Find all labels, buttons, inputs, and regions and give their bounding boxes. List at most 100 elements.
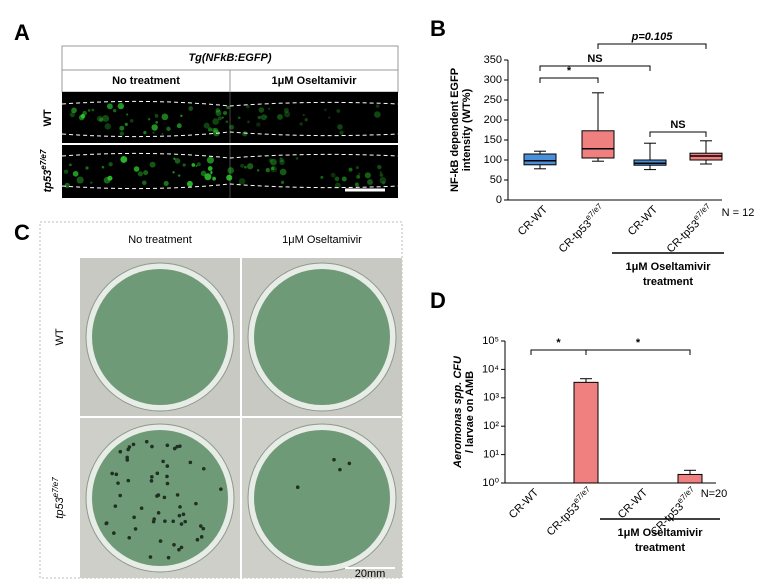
blob bbox=[323, 108, 327, 112]
colony bbox=[165, 464, 170, 468]
blob bbox=[72, 170, 79, 177]
colony bbox=[126, 478, 131, 483]
colony bbox=[219, 487, 223, 491]
blob bbox=[90, 181, 93, 184]
blob bbox=[69, 112, 75, 118]
bracket bbox=[597, 43, 707, 49]
colony bbox=[201, 466, 206, 471]
colony bbox=[110, 471, 114, 476]
blob bbox=[256, 169, 260, 172]
blob bbox=[256, 122, 261, 127]
blob bbox=[226, 174, 233, 181]
blob bbox=[129, 118, 134, 123]
colony bbox=[172, 446, 177, 451]
blob bbox=[119, 131, 125, 136]
blob bbox=[302, 113, 305, 117]
outline bbox=[61, 100, 399, 190]
row-label-sup: e7/e7 bbox=[39, 149, 48, 170]
blob bbox=[279, 157, 282, 160]
colony bbox=[158, 539, 163, 543]
colony bbox=[183, 519, 188, 524]
x-tick-label-base: CR-tp53 bbox=[545, 501, 582, 538]
blob bbox=[87, 109, 91, 112]
colony bbox=[201, 526, 206, 531]
row-label: tp53e7/e7 bbox=[39, 149, 54, 192]
blob bbox=[367, 179, 373, 186]
column-label: No treatment bbox=[112, 75, 180, 87]
blob bbox=[117, 102, 125, 110]
annotation: * bbox=[636, 337, 641, 349]
colony bbox=[144, 439, 149, 444]
colony bbox=[150, 444, 154, 449]
colony bbox=[163, 519, 167, 523]
colony bbox=[148, 555, 153, 559]
colony bbox=[172, 542, 176, 547]
x-tick-label-base: CR-tp53 bbox=[557, 218, 594, 255]
blob bbox=[191, 163, 196, 167]
blob bbox=[379, 171, 382, 174]
colony bbox=[156, 511, 161, 515]
blob bbox=[295, 157, 299, 160]
colony bbox=[179, 522, 184, 526]
annotation: NS bbox=[587, 53, 602, 65]
blob bbox=[336, 109, 341, 113]
colony bbox=[125, 455, 129, 460]
colony bbox=[194, 501, 198, 506]
y-tick-label: 10¹ bbox=[483, 449, 499, 461]
blob bbox=[242, 131, 248, 137]
blob bbox=[149, 161, 156, 168]
blob bbox=[177, 174, 181, 177]
blob bbox=[270, 165, 278, 173]
blob bbox=[211, 128, 216, 133]
colony bbox=[171, 519, 176, 524]
colony bbox=[150, 475, 154, 479]
y-tick-label: 10⁰ bbox=[482, 477, 499, 489]
blob bbox=[265, 167, 270, 173]
y-tick-label: 100 bbox=[484, 154, 502, 166]
header: Tg(NFkB:EGFP) bbox=[188, 52, 271, 64]
y-tick-label: 10³ bbox=[483, 392, 499, 404]
blob bbox=[377, 164, 382, 170]
blob bbox=[91, 108, 95, 112]
blob bbox=[355, 166, 360, 170]
blob bbox=[283, 107, 289, 113]
x-tick-label: CR-WT bbox=[616, 486, 651, 521]
colony bbox=[104, 521, 109, 526]
y-axis-label: NF-kB dependent EGFP bbox=[449, 68, 461, 192]
y-axis-label: intensity (WT%) bbox=[461, 88, 473, 171]
blob bbox=[379, 176, 387, 184]
blob bbox=[244, 165, 247, 169]
blob bbox=[215, 108, 221, 113]
colony bbox=[165, 443, 170, 448]
blob bbox=[96, 115, 103, 122]
x-tick-label: CR-tp53e7/e7 bbox=[554, 201, 608, 255]
n-label: N=20 bbox=[701, 488, 728, 500]
blob bbox=[279, 168, 287, 176]
y-tick-label: 250 bbox=[484, 94, 502, 106]
row-label-base: tp53 bbox=[54, 496, 66, 518]
panel-label: A bbox=[14, 20, 30, 45]
blob bbox=[163, 180, 169, 186]
bar bbox=[677, 473, 703, 484]
colony bbox=[198, 524, 203, 528]
panel-label: D bbox=[430, 288, 446, 313]
blob bbox=[379, 173, 384, 177]
colony bbox=[199, 535, 204, 539]
blob bbox=[143, 130, 147, 135]
blob bbox=[76, 176, 84, 184]
blob bbox=[240, 163, 244, 168]
y-tick-label: 350 bbox=[484, 54, 502, 66]
blob bbox=[334, 182, 341, 189]
dish-agar bbox=[254, 430, 390, 566]
row-label-sup: e7/e7 bbox=[51, 477, 60, 498]
blob bbox=[247, 163, 254, 170]
colony bbox=[177, 547, 181, 552]
blob bbox=[82, 110, 87, 116]
colony bbox=[347, 461, 352, 466]
column-label: 1μM Oseltamivir bbox=[282, 234, 362, 246]
annotation: * bbox=[556, 337, 561, 349]
blob bbox=[222, 110, 228, 116]
colony bbox=[178, 505, 182, 509]
blob bbox=[364, 172, 371, 179]
blob bbox=[277, 114, 283, 120]
